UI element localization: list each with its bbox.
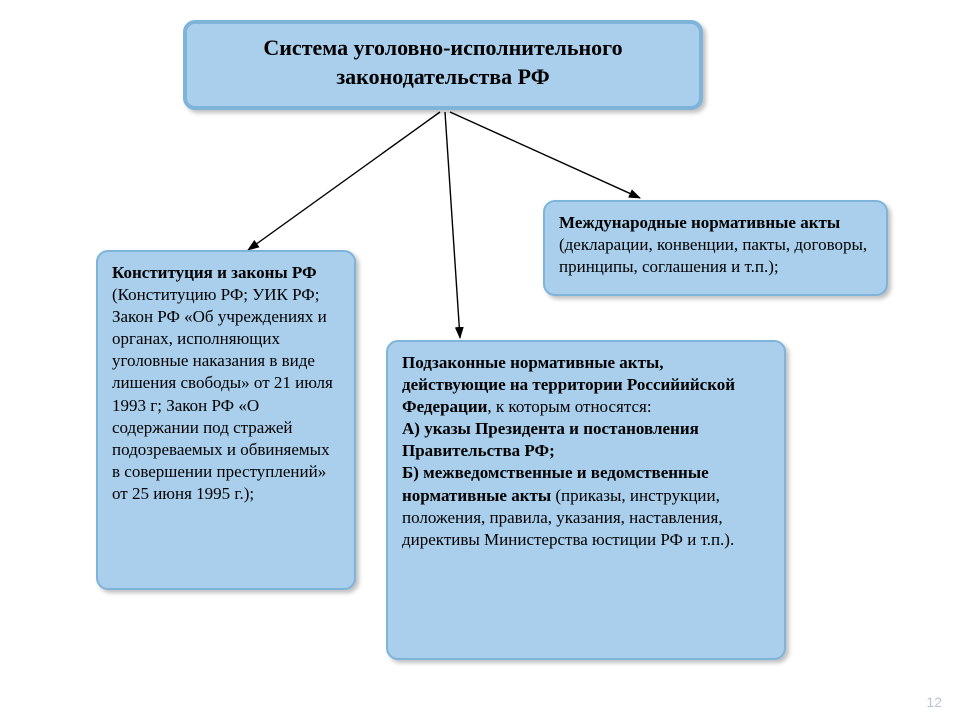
sublaw-item-a: А) указы Президента и постановления Прав… bbox=[402, 419, 699, 460]
page-number: 12 bbox=[926, 694, 942, 710]
constitution-node: Конституция и законы РФ (Конституцию РФ;… bbox=[96, 250, 356, 590]
sublaw-node: Подзаконные нормативные акты, действующи… bbox=[386, 340, 786, 660]
international-node: Международные нормативные акты (декларац… bbox=[543, 200, 888, 296]
root-title: Система уголовно-исполнительного законод… bbox=[263, 35, 622, 89]
constitution-body: (Конституцию РФ; УИК РФ; Закон РФ «Об уч… bbox=[112, 285, 333, 503]
sublaw-intro: , к которым относятся: bbox=[487, 397, 651, 416]
root-node: Система уголовно-исполнительного законод… bbox=[183, 20, 703, 110]
constitution-title: Конституция и законы РФ bbox=[112, 263, 317, 282]
international-title: Международные нормативные акты bbox=[559, 213, 840, 232]
international-body: (декларации, конвенции, пакты, договоры,… bbox=[559, 235, 867, 276]
